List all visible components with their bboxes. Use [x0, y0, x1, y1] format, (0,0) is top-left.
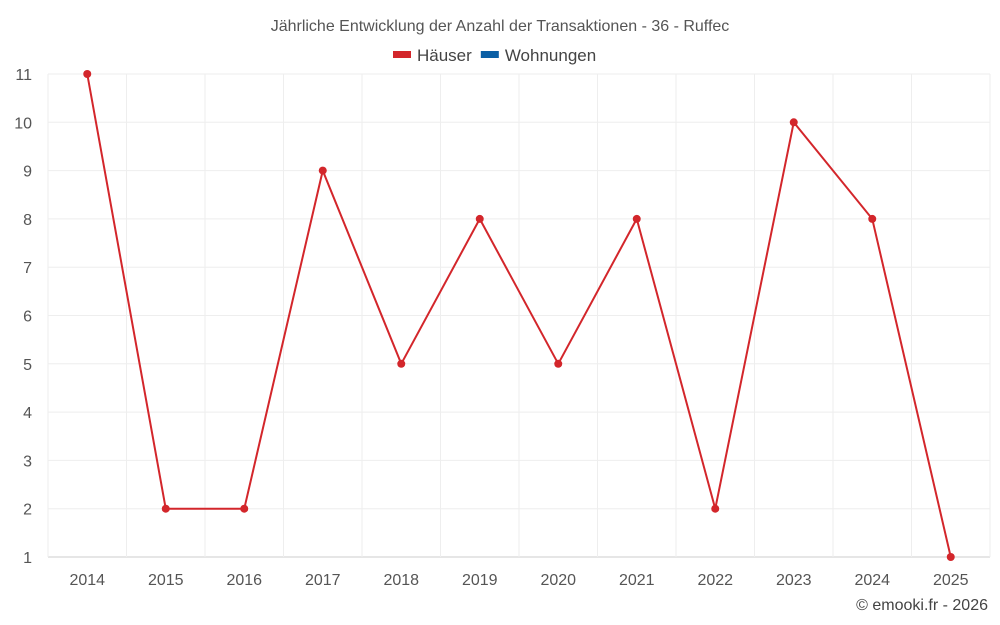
- legend-swatch: [393, 51, 411, 58]
- credit-text: © emooki.fr - 2026: [856, 597, 988, 614]
- y-tick-label: 9: [23, 164, 32, 181]
- legend-label: Häuser: [417, 46, 472, 65]
- grid: [47, 73, 991, 558]
- x-tick-label: 2021: [619, 572, 655, 589]
- y-tick-label: 4: [23, 405, 32, 422]
- y-tick-label: 6: [23, 309, 32, 326]
- x-tick-label: 2017: [305, 572, 341, 589]
- y-tick-label: 5: [23, 357, 32, 374]
- x-tick-label: 2014: [69, 572, 105, 589]
- legend: Häuser Wohnungen: [393, 46, 596, 65]
- data-point: [711, 504, 720, 513]
- x-tick-label: 2015: [148, 572, 184, 589]
- data-point: [318, 166, 327, 175]
- data-point: [632, 214, 641, 223]
- y-axis-ticks: 1 2 3 4 5 6 7 8 9 10 11: [14, 67, 32, 567]
- series-line-haeuser: [86, 73, 952, 558]
- data-point: [946, 553, 955, 561]
- legend-swatch: [480, 51, 499, 58]
- y-tick-label: 8: [23, 212, 32, 229]
- y-tick-label: 7: [23, 260, 32, 277]
- x-tick-label: 2019: [462, 572, 498, 589]
- series-layer: [83, 70, 955, 561]
- data-point: [475, 214, 484, 223]
- x-tick-label: 2022: [697, 572, 733, 589]
- y-tick-label: 11: [15, 67, 32, 84]
- y-tick-label: 3: [23, 453, 32, 470]
- legend-item: Wohnungen: [480, 46, 596, 65]
- x-tick-label: 2025: [933, 572, 969, 589]
- data-point: [161, 504, 170, 513]
- data-point: [554, 359, 563, 368]
- data-point: [789, 118, 798, 127]
- data-point: [868, 214, 877, 223]
- x-tick-label: 2020: [540, 572, 576, 589]
- y-tick-label: 1: [23, 550, 32, 567]
- y-tick-label: 2: [23, 502, 32, 519]
- legend-label: Wohnungen: [505, 46, 596, 65]
- x-axis-ticks: 2014 2015 2016 2017 2018 2019 2020 2021 2022 2023…: [69, 572, 968, 589]
- x-tick-label: 2024: [854, 572, 890, 589]
- y-tick-label: 10: [14, 115, 32, 132]
- data-point: [83, 70, 92, 78]
- data-point: [240, 504, 249, 513]
- x-tick-label: 2023: [776, 572, 812, 589]
- data-point: [397, 359, 406, 368]
- x-tick-label: 2016: [226, 572, 262, 589]
- x-tick-label: 2018: [383, 572, 419, 589]
- chart-title: Jährliche Entwicklung der Anzahl der Tra…: [271, 18, 730, 35]
- legend-item: Häuser: [393, 46, 472, 65]
